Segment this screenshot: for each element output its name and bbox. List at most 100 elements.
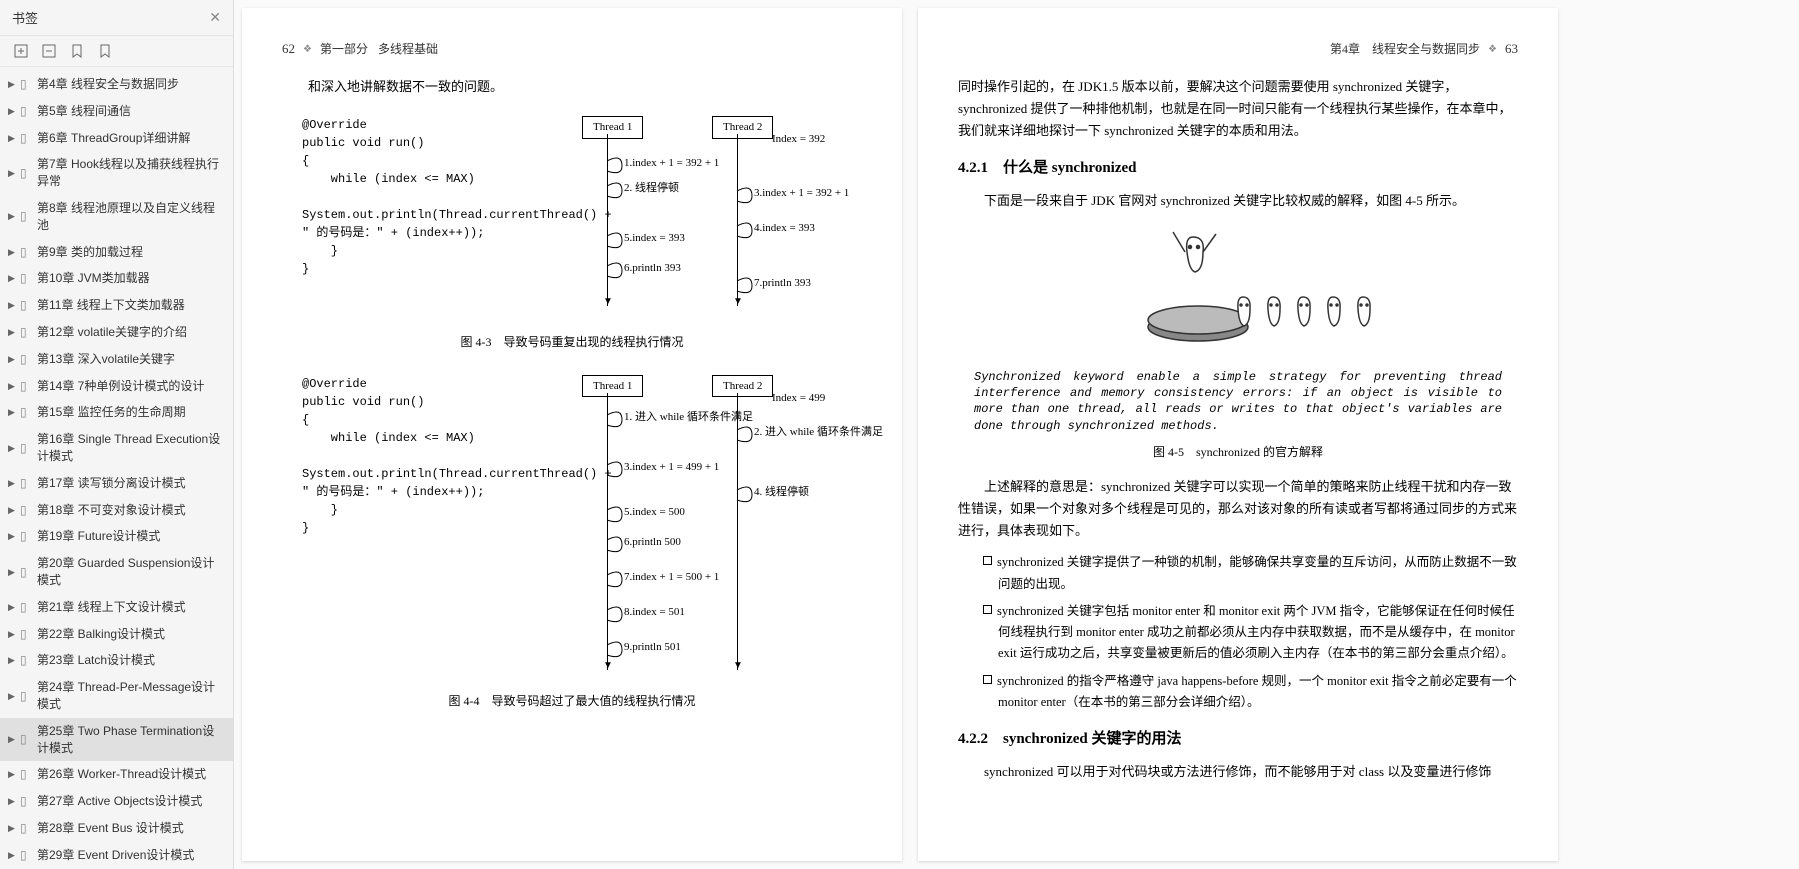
close-icon[interactable]: ✕ [209, 9, 221, 26]
bookmark-label: 第25章 Two Phase Termination设计模式 [37, 723, 225, 757]
bookmark-item[interactable]: ▶▯第11章 线程上下文类加载器 [0, 292, 233, 319]
page-icon: ▯ [20, 847, 32, 864]
bookmark-label: 第12章 volatile关键字的介绍 [37, 324, 225, 341]
bookmark-label: 第11章 线程上下文类加载器 [37, 297, 225, 314]
bookmark-label: 第21章 线程上下文设计模式 [37, 599, 225, 616]
page-icon: ▯ [20, 103, 32, 120]
bookmark-item[interactable]: ▶▯第23章 Latch设计模式 [0, 647, 233, 674]
page-icon: ▯ [20, 528, 32, 545]
chevron-right-icon: ▶ [8, 353, 18, 366]
bookmark-item[interactable]: ▶▯第21章 线程上下文设计模式 [0, 594, 233, 621]
bookmark-label: 第16章 Single Thread Execution设计模式 [37, 431, 225, 465]
bookmark-item[interactable]: ▶▯第13章 深入volatile关键字 [0, 346, 233, 373]
bookmark-label: 第5章 线程间通信 [37, 103, 225, 120]
chevron-right-icon: ▶ [8, 566, 18, 579]
bookmark-item[interactable]: ▶▯第27章 Active Objects设计模式 [0, 788, 233, 815]
sidebar-title: 书签 [12, 8, 38, 27]
page-icon: ▯ [20, 564, 32, 581]
bookmark-label: 第26章 Worker-Thread设计模式 [37, 766, 225, 783]
bookmark-label: 第23章 Latch设计模式 [37, 652, 225, 669]
chevron-right-icon: ▶ [8, 406, 18, 419]
diamond-icon: ❖ [303, 41, 312, 58]
bookmark-item[interactable]: ▶▯第18章 不可变对象设计模式 [0, 497, 233, 524]
p1: 同时操作引起的，在 JDK1.5 版本以前，要解决这个问题需要使用 synchr… [958, 76, 1518, 142]
bookmark-item[interactable]: ▶▯第8章 线程池原理以及自定义线程池 [0, 195, 233, 239]
page-header-left: 62 ❖ 第一部分 多线程基础 [282, 38, 862, 60]
bookmark-item[interactable]: ▶▯第16章 Single Thread Execution设计模式 [0, 426, 233, 470]
bookmark-item[interactable]: ▶▯第10章 JVM类加载器 [0, 265, 233, 292]
bookmark-item[interactable]: ▶▯ 第17章 读写锁分离设计模式 [0, 470, 233, 497]
page-icon: ▯ [20, 820, 32, 837]
chevron-right-icon: ▶ [8, 504, 18, 517]
page-icon: ▯ [20, 793, 32, 810]
chevron-right-icon: ▶ [8, 78, 18, 91]
code-block-2: @Override public void run() { while (ind… [302, 375, 562, 537]
bookmark-outline-icon[interactable] [98, 44, 112, 58]
bookmark-label: 第18章 不可变对象设计模式 [37, 502, 225, 519]
chevron-right-icon: ▶ [8, 628, 18, 641]
page-icon: ▯ [20, 165, 32, 182]
bookmark-item[interactable]: ▶▯第15章 监控任务的生命周期 [0, 399, 233, 426]
bookmark-item[interactable]: ▶▯ 第7章 Hook线程以及捕获线程执行异常 [0, 151, 233, 195]
chevron-right-icon: ▶ [8, 442, 18, 455]
bookmark-item[interactable]: ▶▯第28章 Event Bus 设计模式 [0, 815, 233, 842]
fig-caption-5: 图 4-5 synchronized 的官方解释 [958, 442, 1518, 462]
bookmark-label: 第10章 JVM类加载器 [37, 270, 225, 287]
bookmark-item[interactable]: ▶▯第25章 Two Phase Termination设计模式 [0, 718, 233, 762]
bookmark-label: 第19章 Future设计模式 [37, 528, 225, 545]
bookmark-label: 第22章 Balking设计模式 [37, 626, 225, 643]
page-icon: ▯ [20, 766, 32, 783]
bookmark-item[interactable]: ▶▯ 第22章 Balking设计模式 [0, 621, 233, 648]
bookmark-item[interactable]: ▶▯第12章 volatile关键字的介绍 [0, 319, 233, 346]
chevron-right-icon: ▶ [8, 477, 18, 490]
expand-icon[interactable] [14, 44, 28, 58]
bookmark-label: 第8章 线程池原理以及自定义线程池 [37, 200, 225, 234]
bullet-3: synchronized 的指令严格遵守 java happens-before… [983, 671, 1518, 714]
chevron-right-icon: ▶ [8, 246, 18, 259]
chevron-right-icon: ▶ [8, 105, 18, 118]
bookmark-item[interactable]: ▶▯第6章 ThreadGroup详细讲解 [0, 125, 233, 152]
chevron-right-icon: ▶ [8, 530, 18, 543]
bookmark-label: 第17章 读写锁分离设计模式 [37, 475, 225, 492]
bookmark-label: 第7章 Hook线程以及捕获线程执行异常 [37, 156, 225, 190]
bookmark-label: 第13章 深入volatile关键字 [37, 351, 225, 368]
bullet-2: synchronized 关键字包括 monitor enter 和 monit… [983, 601, 1518, 665]
chevron-right-icon: ▶ [8, 132, 18, 145]
page-icon: ▯ [20, 652, 32, 669]
chevron-right-icon: ▶ [8, 690, 18, 703]
sidebar-toolbar [0, 36, 233, 67]
bookmark-label: 第20章 Guarded Suspension设计模式 [37, 555, 225, 589]
bookmark-item[interactable]: ▶▯第24章 Thread-Per-Message设计模式 [0, 674, 233, 718]
collapse-icon[interactable] [42, 44, 56, 58]
bullet-1: synchronized 关键字提供了一种锁的机制，能够确保共享变量的互斥访问，… [983, 552, 1518, 595]
illustration-trampoline [958, 222, 1518, 359]
bookmark-label: 第29章 Event Driven设计模式 [37, 847, 225, 864]
p3: 上述解释的意思是：synchronized 关键字可以实现一个简单的策略来防止线… [958, 476, 1518, 542]
bookmark-item[interactable]: ▶▯ 第19章 Future设计模式 [0, 523, 233, 550]
bookmark-item[interactable]: ▶▯ 第5章 线程间通信 [0, 98, 233, 125]
bookmark-item[interactable]: ▶▯ 第20章 Guarded Suspension设计模式 [0, 550, 233, 594]
chevron-right-icon: ▶ [8, 210, 18, 223]
chapter-label: 第4章 线程安全与数据同步 [1330, 39, 1480, 59]
bookmark-item[interactable]: ▶▯ 第29章 Event Driven设计模式 [0, 842, 233, 869]
bookmark-label: 第9章 类的加载过程 [37, 244, 225, 261]
chevron-right-icon: ▶ [8, 768, 18, 781]
bookmark-item[interactable]: ▶▯第14章 7种单例设计模式的设计 [0, 373, 233, 400]
page-icon: ▯ [20, 130, 32, 147]
page-right: 第4章 线程安全与数据同步 ❖ 63 同时操作引起的，在 JDK1.5 版本以前… [918, 8, 1558, 861]
bookmark-filled-icon[interactable] [70, 44, 84, 58]
bookmark-sidebar: 书签 ✕ ▶▯第4章 线程安全与数据同步▶▯第5章 线程间通信▶▯第6章 Thr… [0, 0, 234, 869]
chevron-right-icon: ▶ [8, 795, 18, 808]
chevron-right-icon: ▶ [8, 849, 18, 862]
page-icon: ▯ [20, 475, 32, 492]
page-icon: ▯ [20, 626, 32, 643]
chevron-right-icon: ▶ [8, 167, 18, 180]
intro-text: 和深入地讲解数据不一致的问题。 [282, 76, 862, 98]
bookmark-item[interactable]: ▶▯ 第26章 Worker-Thread设计模式 [0, 761, 233, 788]
bookmark-list[interactable]: ▶▯第4章 线程安全与数据同步▶▯第5章 线程间通信▶▯第6章 ThreadGr… [0, 67, 233, 869]
bookmark-item[interactable]: ▶▯第9章 类的加载过程 [0, 239, 233, 266]
page-icon: ▯ [20, 76, 32, 93]
bookmark-label: 第24章 Thread-Per-Message设计模式 [37, 679, 225, 713]
page-icon: ▯ [20, 404, 32, 421]
bookmark-item[interactable]: ▶▯第4章 线程安全与数据同步 [0, 71, 233, 98]
